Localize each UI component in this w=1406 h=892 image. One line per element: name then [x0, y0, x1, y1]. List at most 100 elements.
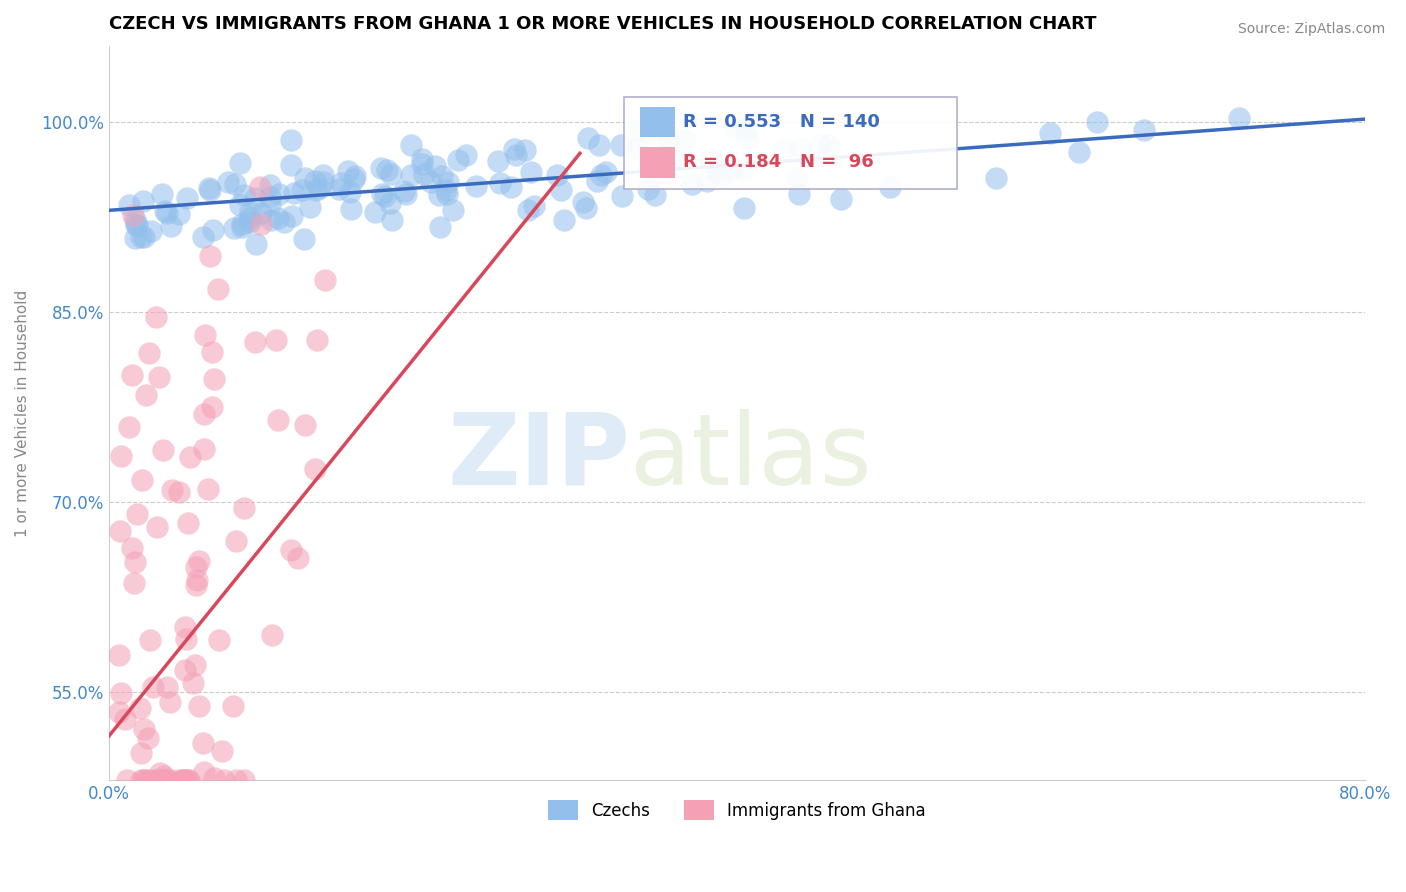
Point: [129, 773, 152, 788]
Point: [139, 224, 162, 238]
Point: [644, 188, 666, 202]
Point: [187, 699, 209, 714]
Point: [150, 773, 173, 788]
Y-axis label: 1 or more Vehicles in Household: 1 or more Vehicles in Household: [15, 289, 30, 537]
Point: [724, 120, 747, 135]
Point: [429, 220, 451, 235]
Point: [149, 765, 172, 780]
Point: [131, 773, 153, 788]
Point: [202, 772, 225, 786]
Text: CZECH VS IMMIGRANTS FROM GHANA 1 OR MORE VEHICLES IN HOUSEHOLD CORRELATION CHART: CZECH VS IMMIGRANTS FROM GHANA 1 OR MORE…: [110, 15, 1097, 33]
Point: [380, 167, 402, 181]
Point: [156, 205, 179, 219]
Point: [294, 417, 316, 432]
Point: [172, 773, 194, 788]
Point: [212, 773, 235, 788]
Point: [174, 620, 197, 634]
Point: [337, 164, 360, 178]
Point: [156, 680, 179, 694]
Point: [176, 632, 198, 646]
Point: [155, 203, 177, 218]
Point: [124, 555, 146, 569]
Point: [1133, 123, 1156, 137]
Point: [233, 188, 256, 202]
Point: [553, 213, 575, 227]
Point: [380, 195, 402, 210]
Point: [546, 168, 568, 182]
Point: [550, 183, 572, 197]
Point: [201, 223, 224, 237]
Point: [1069, 145, 1091, 159]
Point: [148, 369, 170, 384]
Point: [231, 217, 253, 231]
Point: [314, 273, 336, 287]
Point: [134, 230, 156, 244]
Point: [110, 524, 132, 539]
Point: [298, 200, 321, 214]
Point: [176, 191, 198, 205]
Point: [122, 575, 145, 590]
Point: [267, 187, 290, 202]
Text: R = 0.553   N = 140: R = 0.553 N = 140: [683, 113, 880, 131]
Point: [610, 189, 633, 203]
Point: [181, 676, 204, 690]
Point: [280, 542, 302, 557]
Point: [984, 170, 1007, 185]
Legend: Czechs, Immigrants from Ghana: Czechs, Immigrants from Ghana: [541, 793, 932, 827]
Point: [700, 153, 723, 167]
Point: [191, 735, 214, 749]
Point: [520, 164, 543, 178]
Point: [145, 310, 167, 324]
Point: [340, 202, 363, 217]
Point: [370, 186, 392, 201]
Point: [420, 175, 443, 189]
Point: [187, 554, 209, 568]
Point: [517, 202, 540, 217]
Point: [239, 204, 262, 219]
Point: [626, 122, 648, 136]
Point: [249, 180, 271, 194]
Point: [312, 168, 335, 182]
Text: ZIP: ZIP: [447, 409, 630, 506]
Point: [166, 773, 188, 788]
Point: [202, 372, 225, 386]
Point: [817, 137, 839, 152]
Point: [162, 483, 184, 498]
Point: [441, 202, 464, 217]
Point: [710, 168, 733, 182]
Point: [595, 164, 617, 178]
Point: [245, 191, 267, 205]
Point: [328, 182, 350, 196]
Point: [150, 773, 173, 788]
Point: [294, 232, 316, 246]
Point: [273, 215, 295, 229]
Point: [173, 663, 195, 677]
Point: [153, 769, 176, 783]
Text: atlas: atlas: [630, 409, 872, 506]
Point: [211, 744, 233, 758]
Point: [399, 138, 422, 153]
Point: [589, 168, 612, 182]
Point: [291, 183, 314, 197]
Point: [222, 699, 245, 714]
Point: [339, 186, 361, 200]
Text: Source: ZipAtlas.com: Source: ZipAtlas.com: [1237, 22, 1385, 37]
Point: [201, 345, 224, 359]
Point: [260, 628, 283, 642]
Point: [394, 184, 416, 198]
Point: [437, 175, 460, 189]
Point: [201, 400, 224, 414]
Text: R = 0.184   N =  96: R = 0.184 N = 96: [683, 153, 873, 171]
Point: [381, 212, 404, 227]
Point: [110, 686, 132, 700]
Point: [575, 201, 598, 215]
Point: [124, 231, 146, 245]
Point: [194, 328, 217, 343]
Point: [304, 462, 326, 476]
Point: [145, 520, 167, 534]
Point: [505, 147, 527, 161]
Point: [627, 141, 650, 155]
Point: [160, 219, 183, 233]
Point: [259, 178, 281, 192]
Point: [434, 183, 457, 197]
